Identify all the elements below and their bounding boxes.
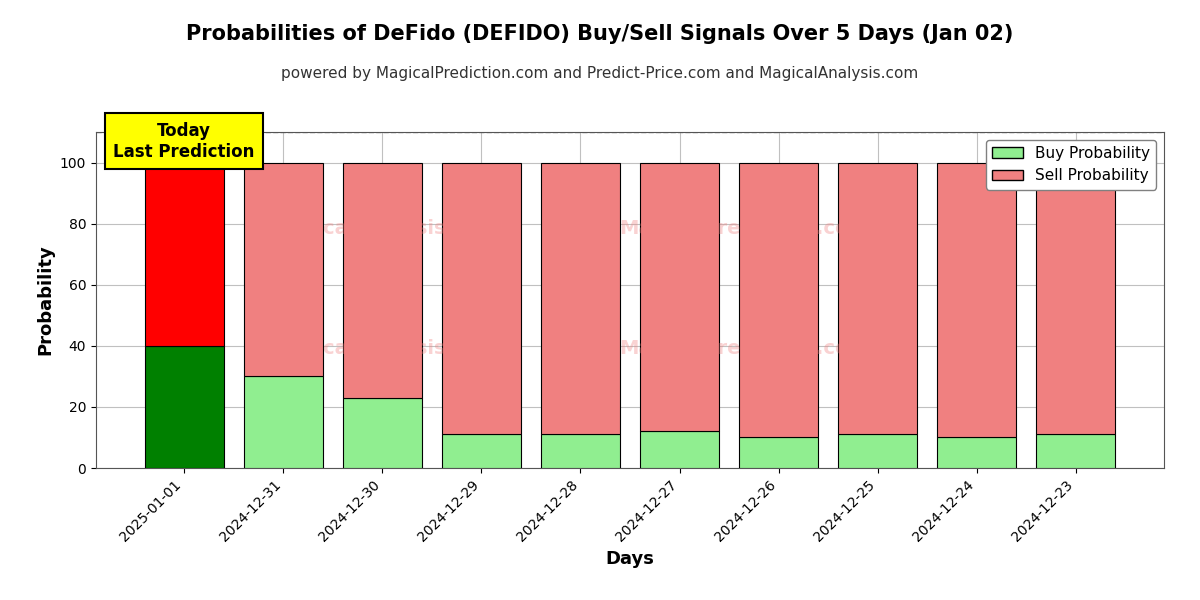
Bar [244, 163, 323, 376]
Bar [640, 431, 719, 468]
Bar [343, 163, 422, 398]
Bar [838, 163, 917, 434]
Text: Today
Last Prediction: Today Last Prediction [114, 122, 254, 161]
Bar [739, 437, 818, 468]
Text: MagicalPrediction.com: MagicalPrediction.com [619, 218, 869, 238]
Bar [838, 434, 917, 468]
X-axis label: Days: Days [606, 550, 654, 568]
Text: MagicalAnalysis.com: MagicalAnalysis.com [270, 218, 498, 238]
Bar [541, 434, 620, 468]
Bar [343, 398, 422, 468]
Bar [937, 163, 1016, 437]
Y-axis label: Probability: Probability [36, 245, 54, 355]
Bar [144, 346, 224, 468]
Bar [144, 163, 224, 346]
Text: MagicalAnalysis.com: MagicalAnalysis.com [270, 338, 498, 358]
Bar [244, 376, 323, 468]
Bar [541, 163, 620, 434]
Text: powered by MagicalPrediction.com and Predict-Price.com and MagicalAnalysis.com: powered by MagicalPrediction.com and Pre… [281, 66, 919, 81]
Bar [1036, 163, 1116, 434]
Text: MagicalPrediction.com: MagicalPrediction.com [619, 338, 869, 358]
Legend: Buy Probability, Sell Probability: Buy Probability, Sell Probability [986, 140, 1157, 190]
Bar [442, 163, 521, 434]
Bar [739, 163, 818, 437]
Bar [1036, 434, 1116, 468]
Bar [937, 437, 1016, 468]
Bar [442, 434, 521, 468]
Text: Probabilities of DeFido (DEFIDO) Buy/Sell Signals Over 5 Days (Jan 02): Probabilities of DeFido (DEFIDO) Buy/Sel… [186, 24, 1014, 44]
Bar [640, 163, 719, 431]
